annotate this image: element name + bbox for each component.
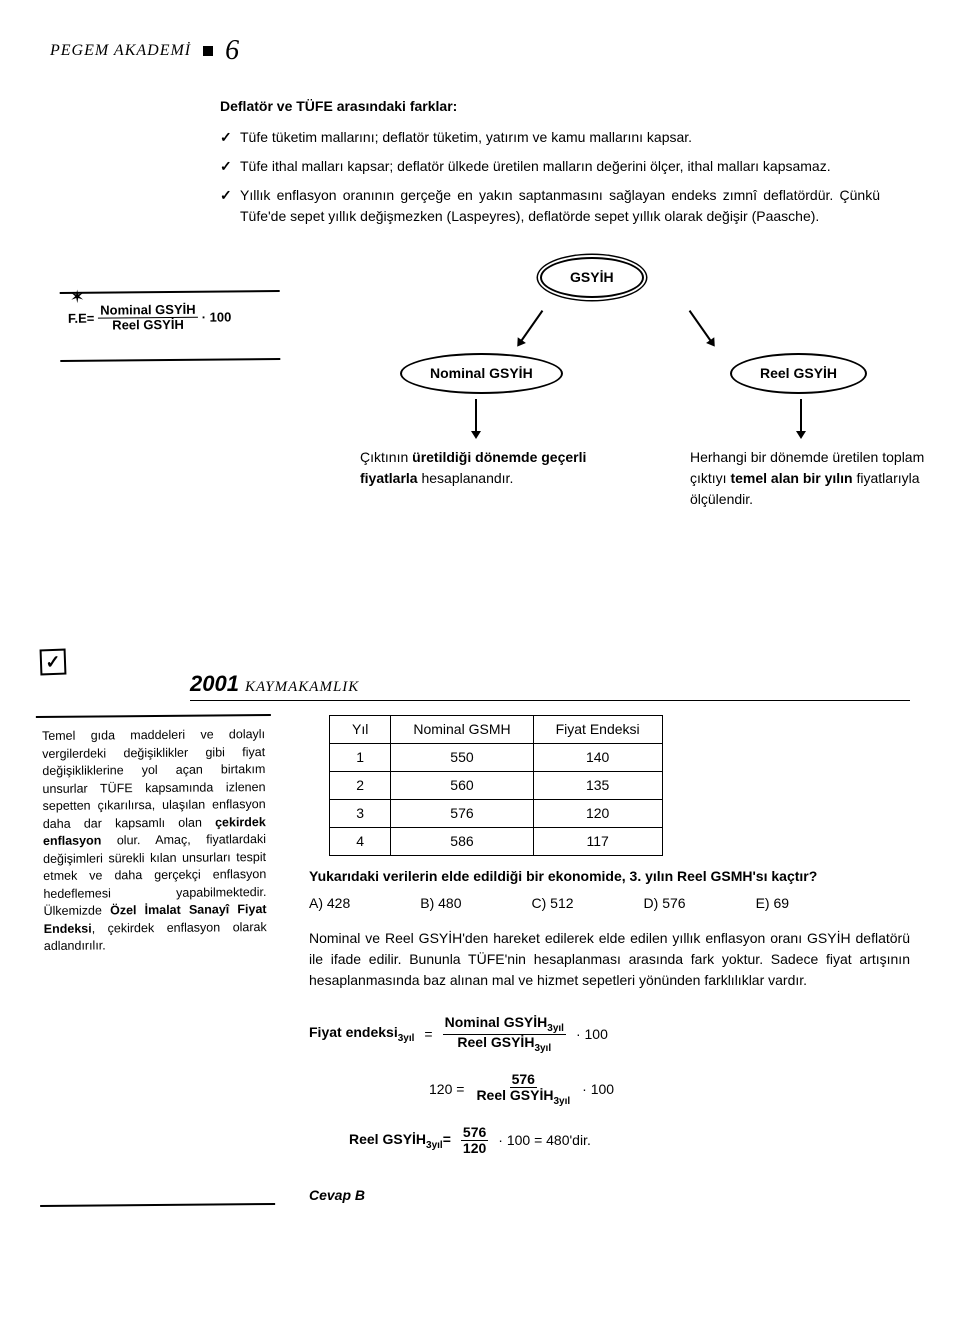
question-text: Yukarıdaki verilerin elde edildiği bir e… xyxy=(309,866,910,887)
node-left: Nominal GSYİH xyxy=(400,353,563,394)
bullet-item: Yıllık enflasyon oranının gerçeğe en yak… xyxy=(220,185,880,227)
option: D) 576 xyxy=(644,893,686,914)
data-table: Yıl Nominal GSMH Fiyat Endeksi 1550140 2… xyxy=(329,715,663,856)
th: Fiyat Endeksi xyxy=(533,716,662,744)
option: C) 512 xyxy=(532,893,574,914)
section-deflator: Deflatör ve TÜFE arasındaki farklar: Tüf… xyxy=(220,96,880,567)
explanation: Nominal ve Reel GSYİH'den hareket ediler… xyxy=(309,928,910,991)
f2-den-sub: 3yıl xyxy=(553,1096,570,1107)
formula-den: Reel GSYİH xyxy=(110,318,186,333)
option: B) 480 xyxy=(420,893,461,914)
td: 550 xyxy=(391,744,533,772)
f1-den: Reel GSYİH xyxy=(457,1034,534,1050)
desc-left: Çıktının üretildiği dönemde geçerli fiya… xyxy=(360,447,620,489)
f1-num-sub: 3yıl xyxy=(547,1023,564,1034)
f1-sub: 3yıl xyxy=(398,1033,415,1044)
f1-num: Nominal GSYİH xyxy=(445,1014,548,1030)
page-header: PEGEM AKADEMİ 6 xyxy=(50,30,910,72)
f3-num: 576 xyxy=(461,1125,488,1141)
arrow-icon xyxy=(689,310,714,344)
page-number: 6 xyxy=(225,30,239,72)
arrow-icon xyxy=(519,310,544,344)
td: 1 xyxy=(330,744,391,772)
formula-line-2: 120 = 576 Reel GSYİH3yıl · 100 xyxy=(309,1072,910,1107)
td: 3 xyxy=(330,800,391,828)
check-icon: ✓ xyxy=(40,649,67,676)
f1-mult: · 100 xyxy=(576,1024,608,1045)
td: 4 xyxy=(330,828,391,856)
f2-lhs: 120 = xyxy=(429,1079,464,1100)
formula-box: ✶ F.E= Nominal GSYİH Reel GSYİH · 100 xyxy=(60,290,281,362)
sidenote: Temel gıda maddeleri ve dolaylı vergiler… xyxy=(36,714,275,1207)
f1-label: Fiyat endeksi xyxy=(309,1024,398,1040)
desc-right: Herhangi bir dönemde üretilen toplam çık… xyxy=(690,447,950,510)
formula-line-1: Fiyat endeksi3yıl = Nominal GSYİH3yıl Re… xyxy=(309,1015,910,1054)
formula-block: Fiyat endeksi3yıl = Nominal GSYİH3yıl Re… xyxy=(309,1015,910,1206)
exam-label: KAYMAKAMLIK xyxy=(245,676,359,699)
bullet-item: Tüfe ithal malları kapsar; deflatör ülke… xyxy=(220,156,880,177)
brand-label: PEGEM AKADEMİ xyxy=(50,39,191,63)
arrow-icon xyxy=(800,399,802,435)
td: 586 xyxy=(391,828,533,856)
f3-den: 120 xyxy=(461,1141,488,1156)
option: A) 428 xyxy=(309,893,350,914)
option: E) 69 xyxy=(756,893,789,914)
exam-section: ✓ 2001 KAYMAKAMLIK Temel gıda maddeleri … xyxy=(50,667,910,1206)
td: 140 xyxy=(533,744,662,772)
bullet-item: Tüfe tüketim mallarını; deflatör tüketim… xyxy=(220,127,880,148)
td: 135 xyxy=(533,772,662,800)
arrow-icon xyxy=(475,399,477,435)
exam-heading: 2001 KAYMAKAMLIK xyxy=(190,667,910,701)
f2-mult: · 100 xyxy=(582,1079,614,1100)
section-title: Deflatör ve TÜFE arasındaki farklar: xyxy=(220,96,880,117)
gsyih-diagram: ✶ F.E= Nominal GSYİH Reel GSYİH · 100 GS… xyxy=(220,267,880,567)
th: Nominal GSMH xyxy=(391,716,533,744)
node-top: GSYİH xyxy=(540,257,644,298)
formula-suffix: · 100 xyxy=(202,308,232,328)
exam-content: Yıl Nominal GSMH Fiyat Endeksi 1550140 2… xyxy=(309,715,910,1206)
f2-den: Reel GSYİH xyxy=(476,1087,553,1103)
td: 576 xyxy=(391,800,533,828)
f3-lhs: Reel GSYİH xyxy=(349,1131,426,1147)
node-right: Reel GSYİH xyxy=(730,353,867,394)
f1-den-sub: 3yıl xyxy=(534,1043,551,1054)
answer-label: Cevap B xyxy=(309,1185,910,1206)
td: 560 xyxy=(391,772,533,800)
formula-prefix: F.E= xyxy=(68,309,95,329)
exam-year: 2001 xyxy=(190,667,239,700)
td: 2 xyxy=(330,772,391,800)
formula-line-3: Reel GSYİH3yıl= 576 120 · 100 = 480'dir. xyxy=(309,1125,910,1157)
th: Yıl xyxy=(330,716,391,744)
td: 117 xyxy=(533,828,662,856)
td: 120 xyxy=(533,800,662,828)
square-icon xyxy=(203,46,213,56)
options-row: A) 428 B) 480 C) 512 D) 576 E) 69 xyxy=(309,893,910,914)
f2-num: 576 xyxy=(510,1072,537,1088)
f3-rhs: · 100 = 480'dir. xyxy=(498,1130,591,1151)
f3-sub: 3yıl xyxy=(426,1140,443,1151)
bullet-list: Tüfe tüketim mallarını; deflatör tüketim… xyxy=(220,127,880,227)
star-icon: ✶ xyxy=(70,284,85,311)
